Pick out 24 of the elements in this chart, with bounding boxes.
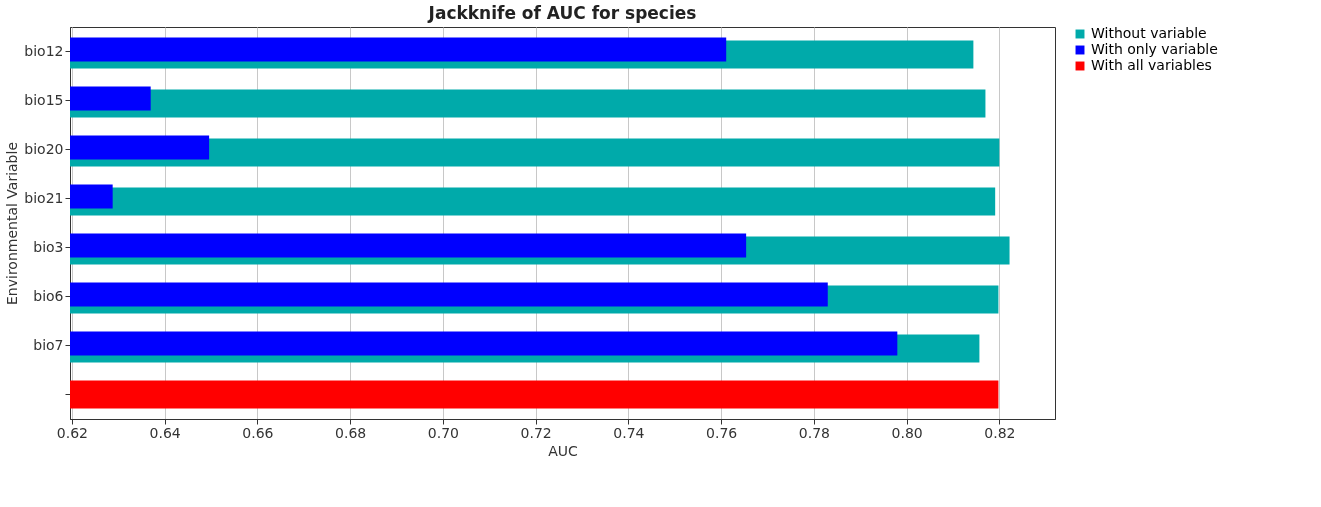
x-tick-label: 0.78 <box>798 424 830 441</box>
y-tick-label: bio12 <box>24 42 64 59</box>
x-tick-label: 0.64 <box>149 424 181 441</box>
legend-label: Without variable <box>1091 25 1207 41</box>
x-tick-label: 0.82 <box>984 424 1016 441</box>
x-tick-label: 0.74 <box>613 424 645 441</box>
y-axis-title: Environmental Variable <box>4 142 21 305</box>
legend-label: With all variables <box>1091 57 1212 73</box>
x-axis-title: AUC <box>548 442 579 459</box>
y-tick-label: bio7 <box>33 336 64 353</box>
y-tick-label: bio6 <box>33 287 64 304</box>
x-tick-label: 0.72 <box>520 424 552 441</box>
y-tick-label: bio20 <box>24 140 64 157</box>
x-tick-label: 0.80 <box>891 424 923 441</box>
x-tick-label: 0.62 <box>56 424 88 441</box>
chart-title: Jackknife of AUC for species <box>427 3 697 23</box>
x-tick-label: 0.68 <box>335 424 367 441</box>
x-tick-label: 0.66 <box>242 424 274 441</box>
y-tick-label: bio3 <box>33 238 64 255</box>
y-tick-label: bio15 <box>24 91 64 108</box>
y-tick-label: bio21 <box>24 189 64 206</box>
legend-label: With only variable <box>1091 41 1218 57</box>
x-tick-label: 0.76 <box>706 424 738 441</box>
x-tick-label: 0.70 <box>427 424 459 441</box>
